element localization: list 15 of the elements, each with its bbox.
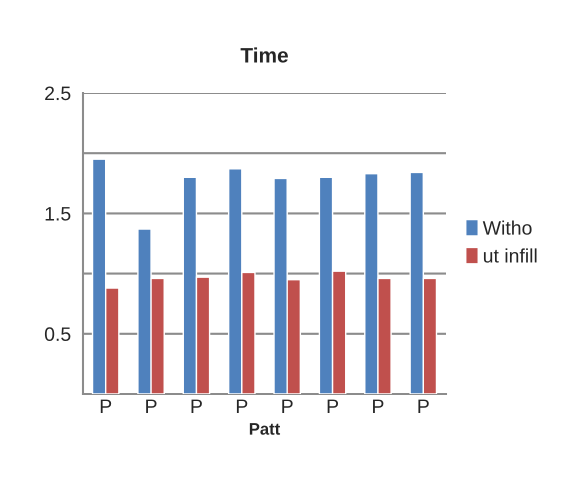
x-tick-label: P (236, 400, 248, 413)
legend-label: ut infill (484, 248, 536, 263)
x-axis-title: Patt (250, 423, 280, 435)
y-tick-label: 0.5 (44, 327, 70, 342)
x-tick-label: P (100, 400, 112, 413)
legend-label: Witho (482, 220, 532, 235)
y-tick-label: 2.5 (45, 86, 70, 100)
x-tick-label: P (418, 400, 429, 413)
y-tick-label: 1.5 (46, 207, 70, 221)
x-tick-label: P (373, 400, 384, 413)
x-tick-label: P (282, 400, 293, 413)
x-tick-label: P (328, 400, 338, 413)
x-tick-label: P (192, 400, 202, 413)
x-tick-label: P (146, 400, 157, 413)
chart-title: Time (240, 47, 288, 63)
